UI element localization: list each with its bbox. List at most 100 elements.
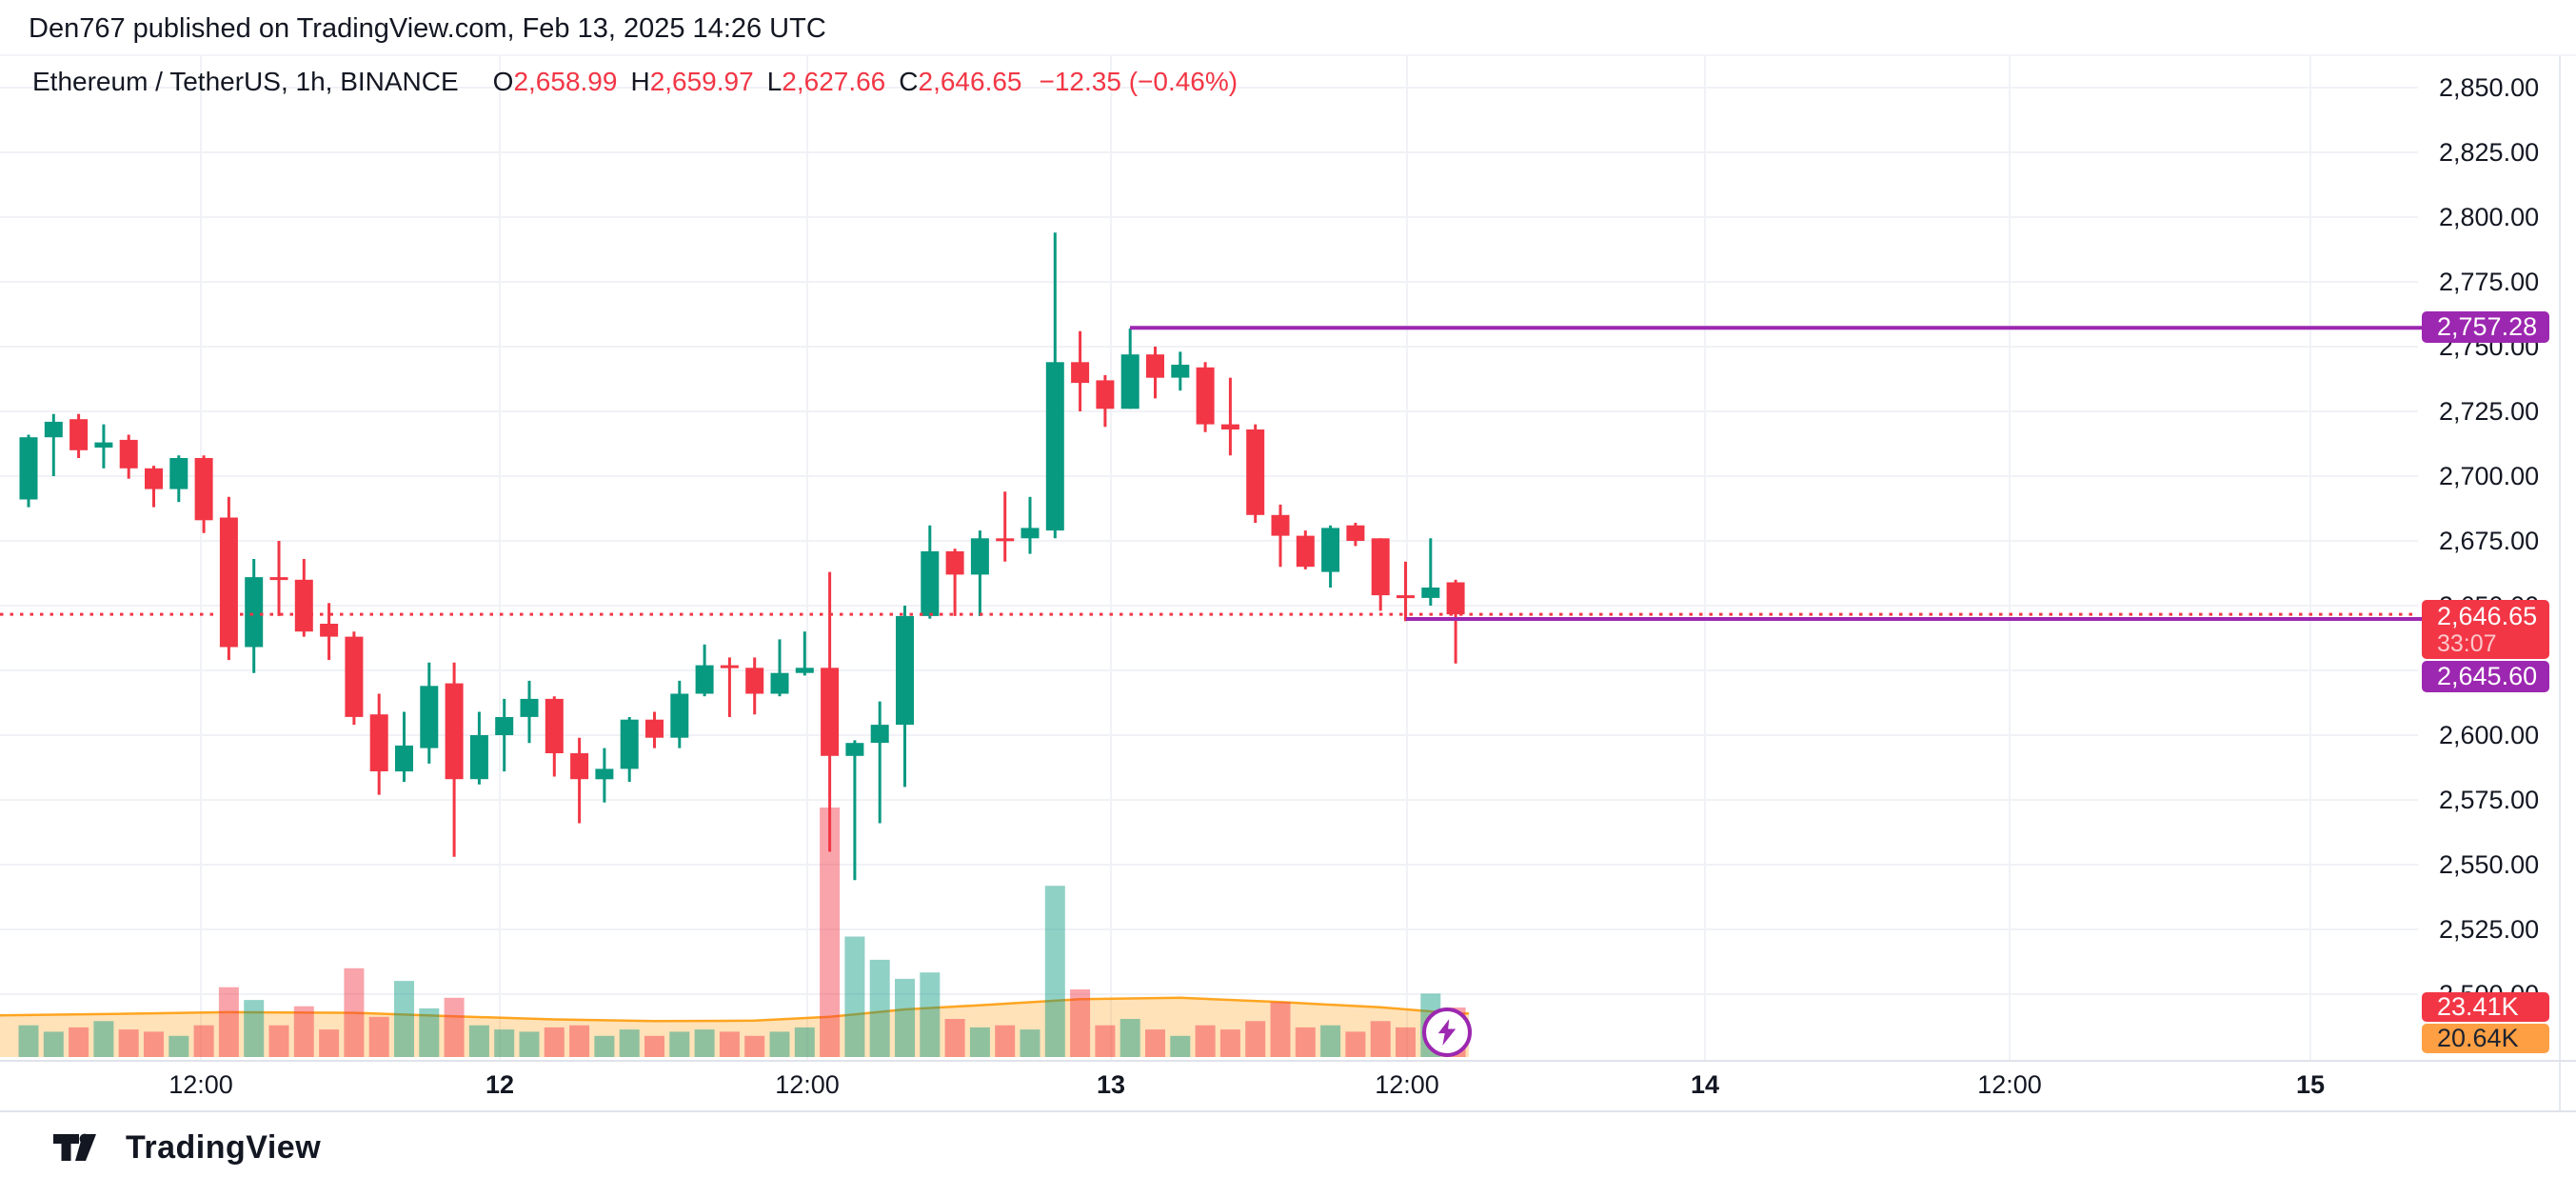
volume-bar bbox=[144, 1031, 164, 1057]
candle-body bbox=[219, 517, 238, 648]
low-label: L bbox=[766, 67, 783, 96]
candle-body bbox=[1096, 380, 1115, 409]
candle-body bbox=[845, 743, 864, 756]
candle-body bbox=[1020, 528, 1040, 539]
volume-bar bbox=[1295, 1027, 1316, 1057]
price-axis-label: 2,825.00 bbox=[2439, 138, 2540, 167]
time-axis-label: 12:00 bbox=[1977, 1070, 2042, 1099]
time-axis-date-label: 13 bbox=[1096, 1070, 1126, 1099]
candle-body bbox=[620, 719, 639, 769]
volume-bar bbox=[1370, 1021, 1391, 1057]
price-axis-label: 2,675.00 bbox=[2439, 527, 2540, 555]
volume-bar bbox=[769, 1031, 790, 1057]
candle-body bbox=[670, 693, 689, 738]
price-axis-label: 2,700.00 bbox=[2439, 462, 2540, 490]
volume-bar bbox=[869, 959, 890, 1057]
volume-bar bbox=[18, 1025, 39, 1057]
volume-bar bbox=[168, 1035, 189, 1057]
volume-bar bbox=[969, 1027, 990, 1057]
chart-legend: Ethereum / TetherUS, 1h, BINANCE O2,658.9… bbox=[32, 67, 1238, 97]
level-high-price-label: 2,757.28 bbox=[2422, 311, 2549, 344]
candle-body bbox=[645, 719, 664, 738]
volume-bar bbox=[193, 1025, 214, 1057]
volume-bar bbox=[820, 808, 841, 1057]
candle-body bbox=[1446, 582, 1465, 615]
candle-body bbox=[896, 615, 914, 726]
candle-body bbox=[294, 579, 313, 632]
lightning-bolt-icon bbox=[1437, 1019, 1456, 1046]
candle-body bbox=[119, 439, 138, 469]
close-label: C bbox=[899, 67, 919, 96]
volume-bar bbox=[244, 1000, 265, 1057]
volume-bar bbox=[43, 1031, 64, 1057]
candle-body bbox=[770, 672, 789, 694]
time-axis[interactable]: 12:00 12 12:00 13 12:00 14 12:00 15 bbox=[0, 1060, 2418, 1112]
price-axis-label: 2,575.00 bbox=[2439, 786, 2540, 814]
time-axis-date-label: 14 bbox=[1690, 1070, 1720, 1099]
volume-bar bbox=[1345, 1031, 1366, 1057]
volume-bar bbox=[1020, 1029, 1040, 1057]
bar-countdown: 33:07 bbox=[2437, 630, 2497, 658]
candle-body bbox=[695, 665, 714, 694]
right-edge-border bbox=[2559, 55, 2561, 1110]
volume-bar bbox=[895, 978, 915, 1057]
volume-ma-area bbox=[0, 997, 1470, 1057]
candle-body bbox=[1071, 362, 1090, 384]
time-axis-label: 12:00 bbox=[775, 1070, 840, 1099]
candle-body bbox=[795, 668, 814, 673]
volume-bar bbox=[1044, 886, 1065, 1057]
volume-ma-label: 20.64K bbox=[2422, 1024, 2549, 1054]
candle-body bbox=[19, 437, 38, 500]
price-axis-label: 2,725.00 bbox=[2439, 397, 2540, 426]
candle-body bbox=[69, 419, 89, 450]
candle-body bbox=[445, 683, 464, 780]
candle-body bbox=[269, 577, 288, 581]
volume-bar bbox=[844, 936, 865, 1057]
high-value: 2,659.97 bbox=[649, 67, 754, 96]
candle-body bbox=[169, 458, 188, 489]
open-label: O bbox=[492, 67, 514, 96]
time-axis-bottom-border bbox=[0, 1110, 2576, 1112]
candle-body bbox=[345, 636, 364, 717]
volume-bar bbox=[468, 1025, 489, 1057]
price-axis[interactable]: 2,500.002,525.002,550.002,575.002,600.00… bbox=[2418, 0, 2576, 1177]
candle-body bbox=[1271, 514, 1290, 536]
volume-bar bbox=[1195, 1025, 1216, 1057]
volume-bar bbox=[519, 1031, 540, 1057]
level-low-price-label: 2,645.60 bbox=[2422, 661, 2549, 693]
candle-body bbox=[1045, 362, 1064, 531]
volume-value-label: 23.41K bbox=[2422, 992, 2549, 1023]
price-axis-label: 2,550.00 bbox=[2439, 850, 2540, 879]
time-axis-date-label: 12 bbox=[485, 1070, 515, 1099]
candle-body bbox=[1346, 525, 1365, 541]
footer: TradingView bbox=[53, 1127, 321, 1168]
tradingview-logo-icon bbox=[53, 1133, 96, 1161]
time-axis-label: 12:00 bbox=[168, 1070, 233, 1099]
volume-bar bbox=[394, 981, 414, 1057]
flash-reaction-button[interactable] bbox=[1422, 1007, 1472, 1057]
price-axis-label: 2,525.00 bbox=[2439, 915, 2540, 944]
candle-body bbox=[1421, 588, 1440, 598]
high-label: H bbox=[630, 67, 650, 96]
volume-bar bbox=[1070, 989, 1091, 1057]
volume-bar bbox=[419, 1007, 440, 1057]
volume-bar bbox=[1145, 1029, 1165, 1057]
volume-bar bbox=[344, 968, 365, 1057]
volume-bar bbox=[669, 1031, 690, 1057]
volume-bar bbox=[118, 1029, 139, 1057]
candle-body bbox=[1296, 535, 1315, 568]
candle-body bbox=[921, 550, 940, 616]
time-axis-date-label: 15 bbox=[2295, 1070, 2326, 1099]
candle-body bbox=[369, 714, 388, 771]
open-value: 2,658.99 bbox=[513, 67, 618, 96]
candle-body bbox=[495, 717, 514, 735]
volume-bar bbox=[1219, 1029, 1240, 1057]
volume-bar bbox=[293, 1006, 314, 1057]
candle-body bbox=[870, 725, 889, 744]
volume-bar bbox=[69, 1027, 89, 1057]
volume-bar bbox=[594, 1035, 615, 1057]
candle-body bbox=[1371, 538, 1390, 596]
candle-body bbox=[1120, 354, 1139, 409]
candle-body bbox=[745, 668, 764, 694]
